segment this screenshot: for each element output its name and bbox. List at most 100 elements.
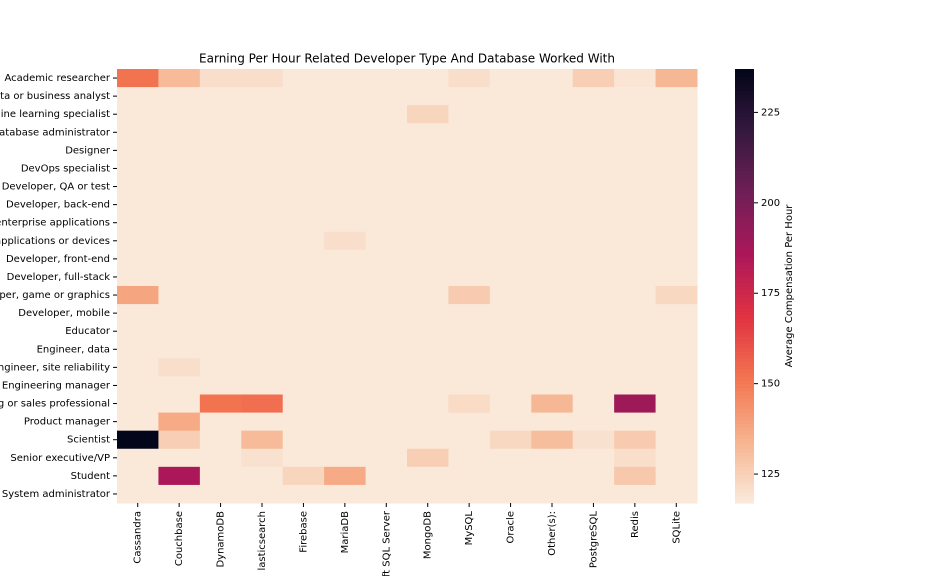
y-tick-label: Developer, back-end: [6, 200, 110, 211]
y-tick-label: DevOps specialist: [21, 163, 110, 174]
colorbar-segment: [735, 235, 754, 240]
heatmap-cell: [489, 177, 532, 197]
heatmap-cell: [614, 466, 657, 486]
colorbar-segment: [735, 445, 754, 450]
colorbar-segment: [735, 112, 754, 117]
heatmap-cell: [489, 267, 532, 287]
heatmap-cell: [531, 267, 574, 287]
heatmap-cell: [407, 358, 449, 377]
heatmap-cell: [158, 304, 201, 323]
heatmap-cell: [282, 177, 325, 197]
heatmap-cell: [448, 213, 491, 233]
heatmap-cell: [489, 376, 532, 395]
heatmap-cell: [531, 249, 574, 269]
heatmap-cell: [282, 412, 325, 432]
colorbar-segment: [735, 322, 754, 327]
heatmap-cell: [531, 376, 574, 395]
heatmap-cell: [448, 484, 491, 504]
heatmap-cell: [324, 322, 367, 341]
chart-title: Earning Per Hour Related Developer Type …: [199, 52, 615, 66]
y-tick-label: Developer, QA or test: [2, 182, 110, 193]
heatmap-cell: [365, 231, 408, 251]
heatmap-cell: [448, 141, 491, 160]
heatmap-cell: [282, 322, 325, 341]
heatmap-cell: [531, 394, 574, 414]
heatmap-cell: [448, 286, 491, 305]
heatmap-cell: [614, 304, 657, 323]
heatmap-cell: [324, 304, 367, 323]
x-tick-label: ft SQL Server: [381, 510, 392, 576]
heatmap-cell: [531, 159, 574, 178]
heatmap-cell: [241, 267, 284, 287]
heatmap-cell: [199, 322, 242, 341]
colorbar-segment: [735, 470, 754, 475]
y-tick-label: Designer: [65, 145, 111, 156]
x-tick-label: Oracle: [506, 511, 517, 544]
colorbar-segment: [735, 394, 754, 399]
heatmap-cell: [448, 322, 491, 341]
colorbar-segment: [735, 416, 754, 421]
heatmap-cell: [448, 195, 491, 215]
heatmap-cell: [655, 213, 698, 233]
heatmap-cell: [572, 286, 615, 305]
heatmap-cell: [324, 159, 367, 178]
heatmap-cell: [117, 466, 159, 486]
heatmap-cell: [365, 249, 408, 269]
heatmap-cell: [241, 340, 284, 359]
heatmap-cell: [158, 412, 201, 432]
heatmap-cell: [117, 484, 159, 504]
colorbar-label: Average Compensation Per Hour: [784, 204, 795, 368]
colorbar-segment: [735, 376, 754, 381]
x-tick-label: Couchbase: [174, 511, 185, 566]
heatmap-cell: [655, 87, 698, 106]
heatmap-cell: [572, 430, 615, 450]
heatmap-cell: [572, 466, 615, 486]
heatmap-cell: [655, 358, 698, 377]
colorbar-segment: [735, 224, 754, 229]
heatmap-cell: [324, 69, 367, 88]
heatmap-cell: [531, 231, 574, 251]
heatmap-cell: [655, 286, 698, 305]
heatmap-cell: [241, 159, 284, 178]
heatmap-cell: [365, 484, 408, 504]
heatmap-cell: [489, 123, 532, 142]
heatmap-cell: [199, 358, 242, 377]
colorbar-segment: [735, 253, 754, 258]
heatmap-cell: [324, 213, 367, 233]
heatmap-cell: [614, 376, 657, 395]
heatmap-cell: [117, 430, 159, 450]
colorbar-segment: [735, 398, 754, 403]
heatmap-cell: [241, 394, 284, 414]
y-tick-label: Student: [71, 471, 110, 482]
heatmap-cell: [365, 304, 408, 323]
heatmap-cell: [489, 105, 532, 124]
colorbar-tick-label: 175: [761, 288, 780, 299]
heatmap-cell: [241, 69, 284, 88]
colorbar-segment: [735, 199, 754, 204]
x-tick-label: Redis: [630, 511, 641, 538]
heatmap-cell: [158, 249, 201, 269]
heatmap-cell: [324, 267, 367, 287]
colorbar-segment: [735, 119, 754, 124]
heatmap-cell: [158, 177, 201, 197]
heatmap-cell: [282, 358, 325, 377]
heatmap-cell: [365, 358, 408, 377]
heatmap-cell: [117, 340, 159, 359]
heatmap-cell: [199, 159, 242, 178]
heatmap-cell: [365, 286, 408, 305]
y-tick-label: enterprise applications: [0, 218, 110, 229]
colorbar-segment: [735, 441, 754, 446]
heatmap-cell: [572, 322, 615, 341]
colorbar-segment: [735, 325, 754, 330]
heatmap-cell: [199, 231, 242, 251]
heatmap-cell: [489, 141, 532, 160]
colorbar-segment: [735, 238, 754, 244]
colorbar-segment: [735, 213, 754, 218]
heatmap-cell: [655, 340, 698, 359]
heatmap-cell: [489, 69, 532, 88]
heatmap-cell: [489, 286, 532, 305]
heatmap-cell: [655, 123, 698, 142]
heatmap-cell: [282, 87, 325, 106]
x-tick-label: lasticsearch: [257, 511, 268, 571]
heatmap-cell: [489, 304, 532, 323]
